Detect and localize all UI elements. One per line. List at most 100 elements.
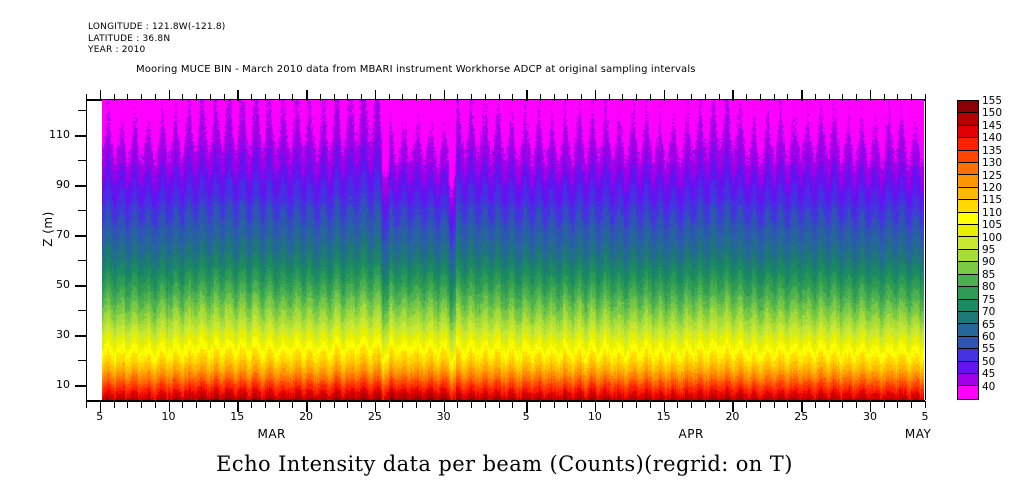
x-axis-tick-top [471,93,473,101]
x-axis-tick [526,401,528,412]
x-axis-tick-top [361,93,363,101]
year-text: YEAR : 2010 [88,45,146,55]
station-metadata: LONGITUDE : 121.8W(-121.8) LATITUDE : 36… [88,22,226,57]
x-axis-tick-top [141,93,143,101]
colorbar-swatch [958,175,978,188]
y-axis-label: 70 [56,228,70,241]
x-axis-tick-top [869,89,872,101]
x-axis-tick-top [388,93,390,101]
x-axis-tick-top [498,93,500,101]
x-axis-tick-top [925,93,926,101]
x-axis-tick [333,401,335,408]
x-axis-tick-top [787,93,789,101]
y-axis-tick [75,235,86,237]
x-axis-tick [457,401,459,408]
x-axis-tick [925,401,926,408]
x-axis-tick-top [306,89,308,101]
colorbar-tick-label: 55 [982,343,996,356]
y-axis-label: 50 [56,278,70,291]
x-axis-tick [347,401,349,408]
x-axis-tick [801,401,803,412]
x-axis-tick-top [759,93,761,101]
colorbar-tick-label: 60 [982,330,996,343]
x-axis-tick [86,401,87,408]
plot-subtitle: Mooring MUCE BIN - March 2010 data from … [136,64,696,75]
x-axis-label: 15 [230,410,245,423]
x-axis-tick [553,401,555,408]
x-axis-label: 5 [96,410,104,423]
x-axis-tick [842,401,844,408]
x-axis-tick [374,401,377,412]
x-axis-tick-top [567,93,569,101]
x-axis-tick-top [911,93,913,101]
x-axis-tick-top [168,89,171,101]
x-axis-label: 30 [436,410,451,423]
x-axis-tick-top [636,93,638,101]
colorbar-tick-label: 70 [982,306,996,319]
x-axis-tick-top [154,93,156,101]
x-axis-tick-top [347,93,349,101]
x-axis-tick [196,401,198,408]
colorbar-swatch [958,249,978,263]
x-axis-tick-top [649,93,651,101]
x-axis-tick-top [333,93,335,101]
x-axis-label: 20 [299,410,314,423]
x-axis-tick-top [828,93,830,101]
y-axis-label: 110 [49,128,70,141]
x-axis-tick [416,401,418,408]
x-axis-tick-top [429,93,431,101]
x-axis-label: 10 [161,410,176,423]
colorbar-swatch [958,212,978,226]
figure-caption: Echo Intensity data per beam (Counts)(re… [216,452,793,476]
colorbar-swatch [958,125,978,139]
x-axis-tick [773,401,775,408]
x-axis-tick [237,401,239,412]
x-axis-tick [251,401,253,408]
x-axis-month-label: MAY [904,427,932,441]
axis-line-top [86,99,925,101]
colorbar-tick-label: 65 [982,318,996,331]
colorbar-swatch [958,113,978,126]
x-axis-tick [828,401,830,408]
x-axis-tick [443,401,446,412]
y-axis-label: 30 [56,328,70,341]
y-axis-label: 90 [56,178,70,191]
y-axis-minor-tick [78,360,86,361]
x-axis-tick [897,401,899,408]
colorbar-tick-label: 140 [982,132,1003,145]
x-axis-tick [856,401,858,408]
x-axis-tick [402,401,404,408]
x-axis-tick-top [127,93,129,101]
colorbar-swatch [958,324,978,337]
x-axis-tick-top [663,89,666,101]
x-axis-tick [814,401,816,408]
colorbar-swatch [958,150,978,164]
x-axis-tick-top [86,93,87,101]
colorbar [957,100,979,400]
x-axis-label: 5 [522,410,530,423]
x-axis-tick [209,401,211,408]
x-axis-month-label: MAR [257,427,286,441]
colorbar-tick-label: 135 [982,144,1003,157]
colorbar-labels: 155 150 145 140 135 130 125 120 115 110 105 100 95 90… [982,96,1008,400]
colorbar-swatch [958,287,978,300]
x-axis-month-label: APR [678,427,704,441]
x-axis-tick [512,401,514,408]
x-axis-tick [127,401,129,408]
colorbar-swatch [958,299,978,312]
x-axis-tick-top [608,93,610,101]
colorbar-swatch [958,336,978,350]
x-axis-tick [361,401,363,408]
x-axis-tick-top [292,93,294,101]
x-axis-tick [636,401,638,408]
x-axis-tick [99,401,102,412]
x-axis-tick [622,401,624,408]
x-axis-tick [113,401,115,408]
x-axis-tick [278,401,280,408]
x-axis-tick [154,401,156,408]
x-axis-label: 20 [725,410,740,423]
y-axis-tick [75,385,86,387]
x-axis-tick-top [704,93,706,101]
x-axis-tick-top [594,89,597,101]
y-axis-tick [75,285,86,287]
